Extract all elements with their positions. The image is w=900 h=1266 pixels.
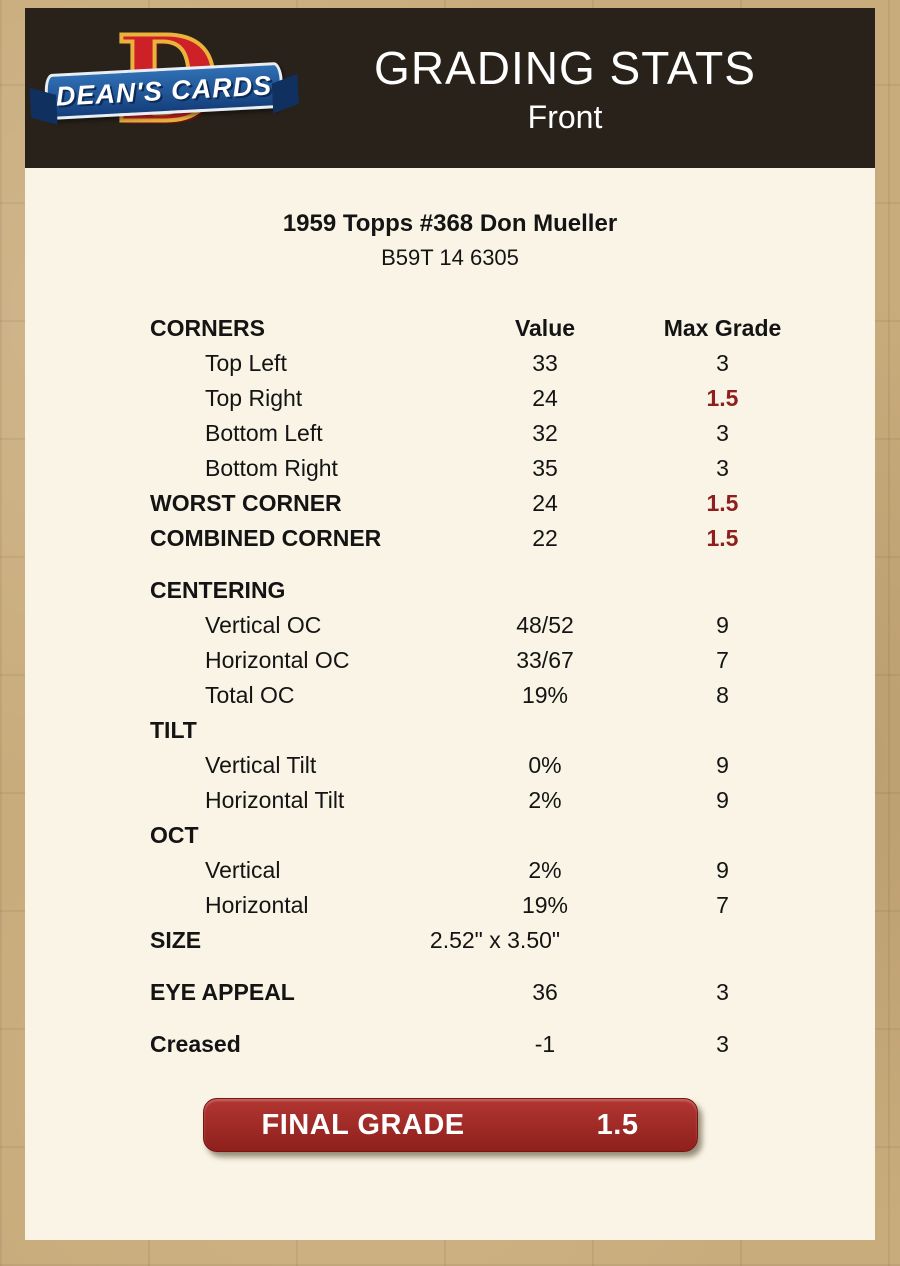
max-grade-cell: 9 (716, 752, 729, 778)
final-grade-value: 1.5 (596, 1108, 639, 1141)
card-serial-number: B59T 14 6305 (381, 245, 519, 270)
final-grade-label: FINAL GRADE (261, 1108, 465, 1141)
row-oct-section: OCT (25, 818, 875, 853)
value-cell: 33/67 (516, 647, 574, 673)
page-subtitle: Front (527, 98, 603, 135)
row-label: Top Left (205, 350, 287, 376)
max-grade-cell: 3 (716, 455, 729, 481)
value-cell: 33 (532, 350, 558, 376)
row-label: Horizontal (205, 892, 309, 918)
report-panel: 1959 Topps #368 Don Mueller B59T 14 6305… (25, 168, 875, 1240)
max-grade-cell: 1.5 (706, 385, 739, 411)
row-label: SIZE (150, 927, 202, 953)
column-header-max-grade: Max Grade (663, 315, 782, 341)
row-vertical-tilt: Vertical Tilt 0% 9 (25, 748, 875, 783)
page-title: GRADING STATS (374, 41, 756, 94)
row-label: CORNERS (150, 315, 266, 341)
size-value: 2.52" x 3.50" (429, 927, 561, 953)
row-label: EYE APPEAL (150, 979, 295, 1005)
row-total-oc: Total OC 19% 8 (25, 678, 875, 713)
max-grade-cell: 3 (716, 979, 729, 1005)
final-grade-badge: FINAL GRADE 1.5 (202, 1098, 698, 1152)
max-grade-cell: 7 (716, 892, 729, 918)
value-cell: 19% (521, 892, 569, 918)
max-grade-cell: 9 (716, 787, 729, 813)
row-horizontal-oc: Horizontal OC 33/67 7 (25, 643, 875, 678)
value-cell: 24 (532, 385, 558, 411)
stats-table: CORNERS Value Max Grade Top Left 33 3 To… (25, 311, 875, 1062)
value-cell: 24 (532, 490, 558, 516)
value-cell: 35 (532, 455, 558, 481)
value-cell: 32 (532, 420, 558, 446)
row-label: Bottom Left (205, 420, 323, 446)
max-grade-cell: 9 (716, 857, 729, 883)
row-label: Horizontal OC (205, 647, 350, 673)
row-corners-header: CORNERS Value Max Grade (25, 311, 875, 346)
row-oct-vertical: Vertical 2% 9 (25, 853, 875, 888)
row-label: Bottom Right (205, 455, 338, 481)
row-label: Creased (150, 1031, 241, 1057)
row-worst-corner: WORST CORNER 24 1.5 (25, 486, 875, 521)
row-label: Vertical (205, 857, 281, 883)
row-bottom-left: Bottom Left 32 3 (25, 416, 875, 451)
row-combined-corner: COMBINED CORNER 22 1.5 (25, 521, 875, 556)
value-cell: 36 (532, 979, 558, 1005)
row-top-right: Top Right 24 1.5 (25, 381, 875, 416)
column-header-value: Value (514, 315, 576, 341)
deans-cards-logo: D DEAN'S CARDS (37, 18, 297, 158)
value-cell: 2% (528, 787, 562, 813)
brand-name: DEAN'S CARDS (55, 69, 273, 112)
row-label: Vertical Tilt (205, 752, 317, 778)
header-bar: D DEAN'S CARDS GRADING STATS Front (25, 8, 875, 168)
row-bottom-right: Bottom Right 35 3 (25, 451, 875, 486)
value-cell: 19% (521, 682, 569, 708)
max-grade-cell: 3 (716, 420, 729, 446)
value-cell: 2% (528, 857, 562, 883)
value-cell: -1 (534, 1031, 556, 1057)
row-label: WORST CORNER (150, 490, 342, 516)
row-tilt-section: TILT (25, 713, 875, 748)
row-centering-section: CENTERING (25, 573, 875, 608)
header-titles: GRADING STATS Front (297, 41, 863, 136)
max-grade-cell: 3 (716, 1031, 729, 1057)
row-label: OCT (150, 822, 199, 848)
row-size: SIZE 2.52" x 3.50" (25, 923, 875, 958)
max-grade-cell: 3 (716, 350, 729, 376)
row-label: COMBINED CORNER (150, 525, 382, 551)
value-cell: 48/52 (516, 612, 574, 638)
row-top-left: Top Left 33 3 (25, 346, 875, 381)
row-oct-horizontal: Horizontal 19% 7 (25, 888, 875, 923)
row-label: Top Right (205, 385, 303, 411)
value-cell: 22 (532, 525, 558, 551)
card-title: 1959 Topps #368 Don Mueller (282, 210, 618, 237)
row-eye-appeal: EYE APPEAL 36 3 (25, 975, 875, 1010)
value-cell: 0% (528, 752, 562, 778)
row-label: Total OC (205, 682, 295, 708)
max-grade-cell: 9 (716, 612, 729, 638)
max-grade-cell: 1.5 (706, 490, 739, 516)
logo-ribbon: DEAN'S CARDS (43, 61, 285, 121)
row-creased: Creased -1 3 (25, 1027, 875, 1062)
row-label: Horizontal Tilt (205, 787, 345, 813)
row-label: TILT (150, 717, 197, 743)
row-label: Vertical OC (205, 612, 322, 638)
row-label: CENTERING (150, 577, 286, 603)
max-grade-cell: 1.5 (706, 525, 739, 551)
max-grade-cell: 8 (716, 682, 729, 708)
row-vertical-oc: Vertical OC 48/52 9 (25, 608, 875, 643)
max-grade-cell: 7 (716, 647, 729, 673)
row-horizontal-tilt: Horizontal Tilt 2% 9 (25, 783, 875, 818)
